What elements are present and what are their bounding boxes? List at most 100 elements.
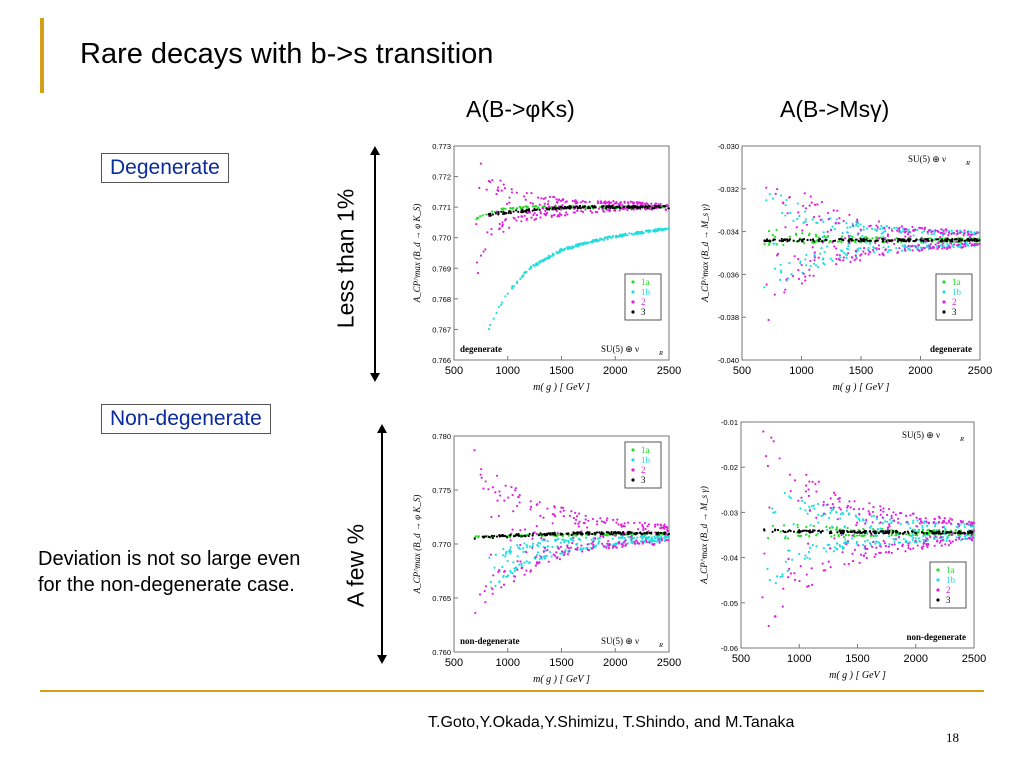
point-1b — [845, 247, 849, 250]
x-tick-label: 2000 — [904, 653, 928, 665]
point-3 — [655, 533, 658, 536]
point-2 — [875, 224, 878, 227]
point-3 — [548, 208, 551, 211]
point-1b — [912, 521, 915, 524]
point-2 — [502, 183, 505, 186]
point-1a — [540, 535, 544, 538]
point-3 — [565, 207, 568, 210]
point-2 — [949, 541, 952, 545]
point-2 — [886, 234, 890, 238]
point-1b — [650, 536, 653, 539]
point-2 — [605, 519, 608, 522]
point-2 — [763, 552, 766, 555]
point-3 — [874, 239, 877, 242]
point-1b — [623, 536, 626, 540]
point-2 — [924, 517, 927, 520]
point-1b — [916, 519, 919, 522]
point-2 — [845, 543, 848, 546]
point-3 — [565, 532, 568, 535]
point-3 — [618, 205, 621, 209]
point-1a — [830, 535, 833, 538]
point-3 — [901, 238, 905, 241]
point-2 — [618, 540, 621, 543]
point-3 — [586, 207, 590, 210]
point-2 — [941, 242, 944, 245]
point-2 — [484, 248, 487, 251]
point-2 — [873, 555, 876, 559]
point-2 — [572, 211, 575, 214]
point-2 — [854, 249, 857, 252]
point-2 — [575, 515, 579, 518]
point-1b — [817, 513, 820, 516]
point-3 — [505, 212, 508, 215]
y-tick-label: 0.767 — [432, 325, 451, 334]
point-2 — [797, 211, 800, 214]
point-1b — [516, 555, 519, 558]
point-2 — [942, 229, 945, 232]
point-1b — [913, 529, 916, 532]
point-1b — [816, 532, 819, 535]
point-2 — [894, 513, 897, 516]
y-tick-label: -0.036 — [718, 270, 739, 279]
point-2 — [879, 521, 882, 524]
point-1b — [830, 509, 833, 512]
point-2 — [515, 191, 518, 194]
point-1b — [659, 227, 662, 230]
point-3 — [975, 239, 978, 243]
point-2 — [475, 222, 478, 226]
point-1b — [815, 545, 818, 548]
point-1a — [502, 207, 505, 210]
point-1b — [899, 231, 903, 234]
point-2 — [929, 242, 932, 246]
point-3 — [785, 238, 789, 241]
point-1a — [509, 207, 512, 210]
point-1a — [928, 534, 931, 537]
point-1a — [908, 534, 911, 537]
point-2 — [546, 548, 549, 552]
point-2 — [933, 544, 936, 547]
point-1b — [880, 224, 883, 228]
point-1a — [533, 205, 536, 208]
point-1b — [910, 534, 913, 538]
point-2 — [478, 186, 481, 190]
point-3 — [502, 535, 506, 538]
point-1b — [822, 261, 825, 265]
point-1b — [520, 562, 523, 565]
point-2 — [875, 515, 879, 518]
point-2 — [838, 506, 841, 509]
point-1a — [508, 536, 512, 539]
point-1b — [944, 527, 947, 530]
point-2 — [555, 198, 558, 201]
point-2 — [956, 233, 959, 236]
point-2 — [767, 318, 770, 322]
point-1b — [511, 287, 514, 290]
point-2 — [562, 515, 565, 518]
point-3 — [512, 535, 516, 538]
point-1a — [767, 537, 770, 540]
point-2 — [948, 539, 951, 543]
point-3 — [599, 532, 602, 535]
point-2 — [504, 484, 507, 487]
point-2 — [813, 259, 816, 262]
point-3 — [961, 532, 964, 535]
point-2 — [535, 532, 538, 535]
point-1b — [618, 235, 621, 238]
point-2 — [957, 243, 960, 246]
point-1b — [858, 519, 861, 522]
point-2 — [558, 215, 561, 218]
point-3 — [512, 210, 515, 213]
point-2 — [523, 573, 526, 576]
point-2 — [858, 513, 861, 516]
point-2 — [589, 209, 592, 213]
point-2 — [807, 494, 811, 497]
legend-marker-1b — [936, 578, 940, 582]
point-1b — [847, 244, 850, 248]
point-2 — [952, 232, 956, 235]
point-2 — [925, 520, 928, 523]
point-3 — [959, 530, 962, 534]
point-2 — [827, 560, 830, 563]
point-2 — [817, 256, 820, 259]
point-1b — [881, 522, 884, 525]
point-2 — [529, 569, 533, 572]
point-3 — [802, 238, 806, 241]
